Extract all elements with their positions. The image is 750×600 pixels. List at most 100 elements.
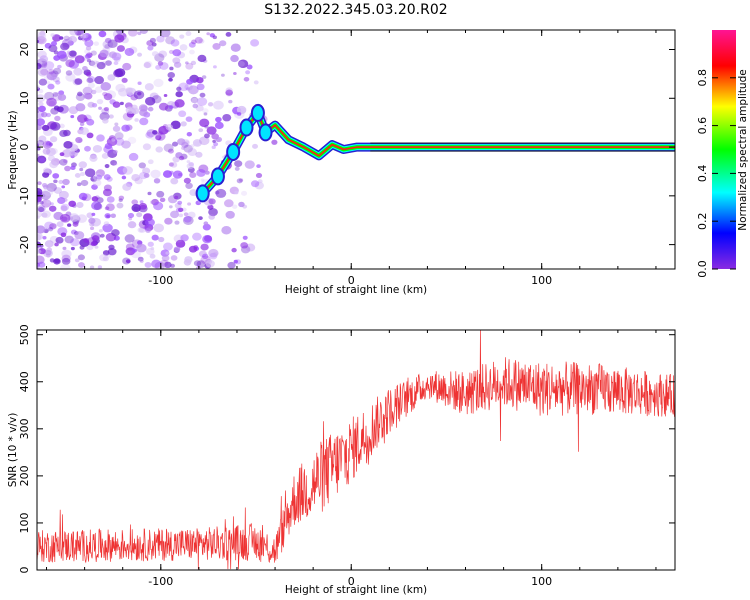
noise-speckle <box>228 99 233 104</box>
noise-speckle <box>68 35 78 44</box>
noise-speckle <box>145 131 154 139</box>
noise-speckle <box>84 53 92 59</box>
figure-title: S132.2022.345.03.20.R02 <box>264 2 447 18</box>
noise-speckle <box>38 78 48 86</box>
noise-speckle <box>151 234 159 241</box>
noise-speckle <box>83 34 89 39</box>
noise-speckle <box>42 148 51 155</box>
noise-speckle <box>38 206 45 212</box>
noise-speckle <box>173 234 184 243</box>
noise-speckle <box>78 262 85 268</box>
noise-speckle <box>131 248 137 253</box>
noise-speckle <box>186 160 191 164</box>
noise-speckle <box>96 98 104 105</box>
noise-speckle <box>72 222 79 227</box>
y-tick-label: -20 <box>18 236 31 254</box>
noise-speckle <box>254 181 264 190</box>
noise-speckle <box>105 60 112 66</box>
noise-speckle <box>37 266 40 269</box>
noise-speckle <box>70 165 76 171</box>
noise-speckle <box>162 170 173 178</box>
noise-speckle <box>113 69 124 78</box>
noise-speckle <box>173 246 181 252</box>
noise-speckle <box>37 233 42 241</box>
colorbar-tick-label: 0.8 <box>696 69 709 87</box>
noise-speckle <box>103 93 113 101</box>
noise-speckle <box>185 182 193 189</box>
noise-speckle <box>84 39 94 47</box>
noise-speckle <box>122 257 131 265</box>
noise-speckle <box>181 146 186 150</box>
noise-speckle <box>139 109 148 117</box>
noise-speckle <box>193 260 202 267</box>
noise-speckle <box>49 160 58 169</box>
noise-speckle <box>60 205 68 212</box>
noise-speckle <box>204 124 209 129</box>
noise-speckle <box>59 123 65 129</box>
noise-speckle <box>188 41 196 48</box>
noise-speckle <box>96 134 105 142</box>
y-tick-label: 20 <box>18 43 31 57</box>
noise-speckle <box>189 171 197 178</box>
noise-speckle <box>179 34 185 39</box>
noise-speckle <box>172 141 179 147</box>
noise-speckle <box>64 165 71 172</box>
noise-speckle <box>250 180 260 188</box>
noise-speckle <box>243 76 250 82</box>
noise-speckle <box>242 204 248 209</box>
noise-speckle <box>144 218 155 227</box>
noise-speckle <box>170 177 179 185</box>
noise-speckle <box>179 44 188 51</box>
noise-speckle <box>92 145 103 153</box>
noise-speckle <box>178 110 187 118</box>
noise-speckle <box>41 182 48 188</box>
noise-speckle <box>174 220 180 225</box>
noise-speckle <box>125 87 133 94</box>
noise-speckle <box>200 243 209 251</box>
noise-speckle <box>198 128 204 133</box>
noise-speckle <box>196 260 206 268</box>
noise-speckle <box>63 141 73 149</box>
noise-speckle <box>85 71 92 77</box>
noise-speckle <box>236 105 247 114</box>
noise-speckle <box>195 151 203 158</box>
noise-speckle <box>53 55 61 61</box>
noise-speckle <box>183 212 189 217</box>
noise-speckle <box>233 259 238 264</box>
spectrogram-xlabel: Height of straight line (km) <box>285 284 427 296</box>
noise-speckle <box>174 195 179 200</box>
y-tick-label: 10 <box>18 91 31 105</box>
noise-speckle <box>78 192 88 201</box>
noise-speckle <box>168 205 173 209</box>
noise-speckle <box>50 148 58 155</box>
noise-speckle <box>227 261 236 269</box>
noise-speckle <box>183 144 193 153</box>
noise-speckle <box>49 136 58 143</box>
noise-speckle <box>165 251 170 255</box>
noise-speckle <box>84 145 91 152</box>
noise-speckle <box>107 39 118 48</box>
noise-speckle <box>230 54 239 63</box>
noise-speckle <box>170 210 180 219</box>
noise-speckle <box>98 106 102 110</box>
noise-speckle <box>121 124 130 132</box>
noise-speckle <box>151 259 162 268</box>
noise-speckle <box>138 162 146 169</box>
y-tick-label: 500 <box>18 324 31 345</box>
noise-speckle <box>143 225 150 231</box>
noise-speckle <box>176 86 182 92</box>
noise-speckle <box>144 262 152 268</box>
noise-speckle <box>70 114 75 119</box>
noise-speckle <box>86 118 95 126</box>
noise-speckle <box>143 173 150 178</box>
snr-y-ticks: 0 100 200 300 400 500 <box>18 324 675 574</box>
noise-speckle <box>165 124 174 131</box>
noise-speckle <box>80 33 87 39</box>
noise-speckle <box>136 212 143 218</box>
noise-speckle <box>44 141 53 148</box>
noise-speckle <box>163 242 173 251</box>
noise-speckle <box>116 202 124 209</box>
noise-speckle <box>104 206 110 211</box>
noise-speckle <box>59 213 71 223</box>
noise-speckle <box>77 254 85 261</box>
